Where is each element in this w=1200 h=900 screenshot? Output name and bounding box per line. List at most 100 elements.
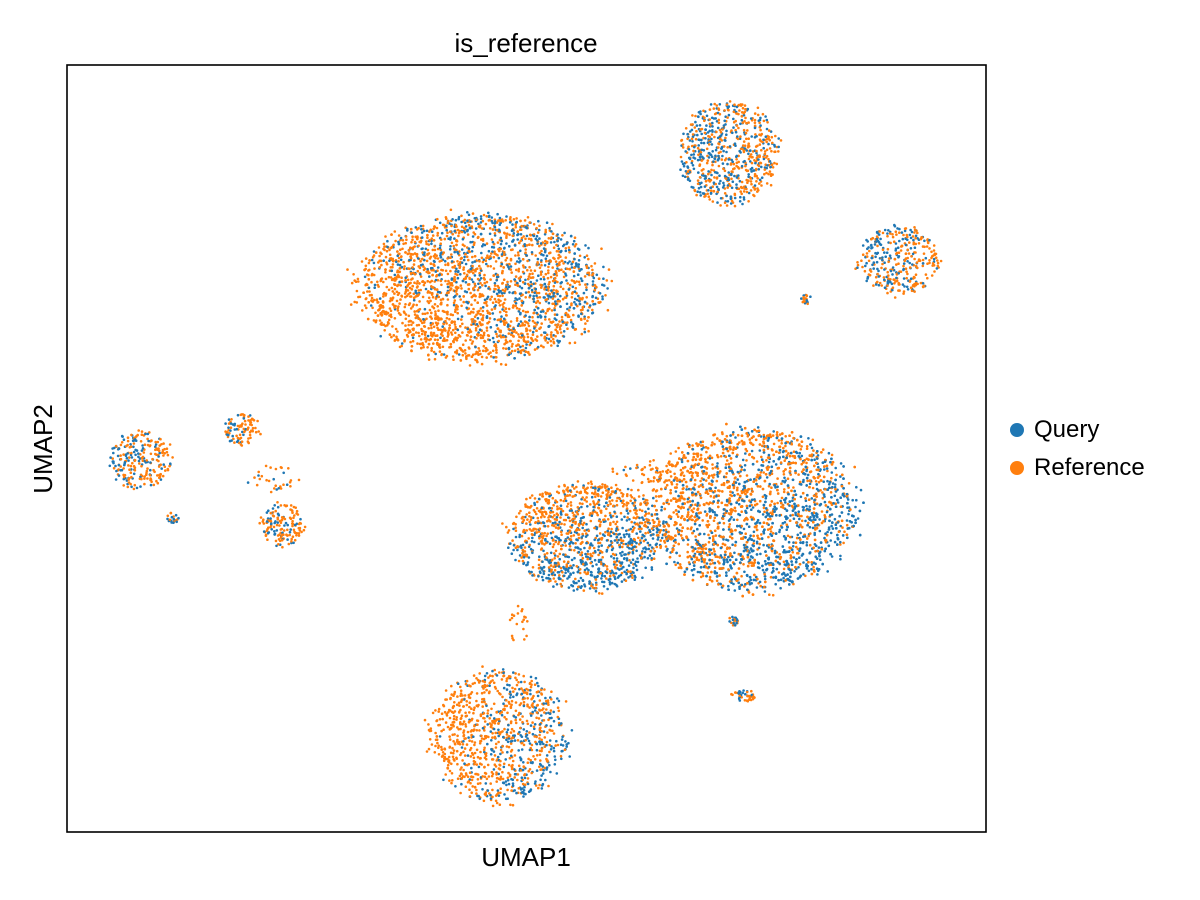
point-reference — [751, 593, 755, 596]
point-reference — [714, 534, 718, 537]
point-query — [879, 243, 883, 247]
point-query — [564, 249, 568, 253]
point-reference — [728, 497, 731, 500]
point-query — [524, 346, 528, 350]
point-reference — [597, 541, 600, 545]
point-reference — [800, 445, 803, 448]
point-reference — [747, 157, 751, 161]
point-reference — [727, 568, 730, 571]
point-reference — [404, 303, 407, 306]
point-query — [540, 774, 543, 777]
point-reference — [762, 119, 766, 123]
point-reference — [789, 554, 792, 557]
point-reference — [472, 756, 476, 760]
point-reference — [377, 246, 381, 249]
point-reference — [272, 525, 276, 529]
point-reference — [713, 529, 717, 533]
point-reference — [753, 112, 757, 115]
point-reference — [137, 429, 140, 432]
point-query — [761, 513, 765, 516]
point-reference — [297, 534, 301, 537]
point-reference — [481, 260, 485, 264]
point-reference — [504, 339, 508, 342]
point-query — [775, 567, 779, 571]
point-reference — [396, 309, 400, 312]
point-reference — [800, 440, 804, 444]
point-query — [694, 120, 697, 124]
point-reference — [782, 473, 786, 476]
point-reference — [769, 172, 773, 176]
point-reference — [400, 255, 403, 258]
point-query — [514, 558, 517, 562]
point-reference — [297, 478, 301, 482]
point-query — [878, 257, 882, 260]
point-reference — [750, 689, 753, 693]
point-reference — [725, 472, 728, 475]
point-query — [757, 468, 760, 472]
point-reference — [543, 711, 546, 714]
point-query — [865, 261, 868, 265]
point-reference — [672, 511, 675, 514]
point-reference — [489, 265, 493, 268]
point-reference — [546, 341, 549, 344]
point-reference — [514, 275, 518, 278]
point-query — [467, 736, 470, 739]
point-reference — [507, 763, 511, 767]
point-query — [500, 292, 504, 295]
point-reference — [243, 419, 247, 423]
point-query — [587, 568, 590, 572]
point-reference — [629, 494, 633, 497]
point-query — [273, 530, 276, 533]
point-reference — [161, 474, 165, 478]
point-query — [544, 696, 547, 700]
point-reference — [532, 755, 535, 758]
point-query — [725, 194, 728, 198]
point-query — [564, 571, 567, 575]
point-reference — [780, 496, 784, 500]
point-query — [484, 284, 487, 288]
point-query — [130, 456, 134, 459]
point-query — [553, 554, 557, 557]
point-query — [650, 513, 654, 516]
point-query — [568, 755, 571, 758]
point-reference — [498, 803, 502, 806]
point-reference — [127, 464, 130, 467]
point-query — [816, 515, 819, 519]
point-reference — [269, 466, 272, 469]
point-query — [471, 235, 475, 238]
point-reference — [547, 265, 550, 269]
point-reference — [472, 708, 476, 712]
point-reference — [487, 775, 491, 778]
point-reference — [438, 350, 442, 353]
point-reference — [782, 567, 786, 571]
point-reference — [468, 795, 472, 798]
point-query — [545, 768, 548, 771]
point-reference — [503, 715, 506, 719]
scatter-points — [108, 100, 943, 808]
point-reference — [719, 455, 723, 458]
point-query — [542, 549, 545, 553]
point-reference — [730, 129, 733, 132]
point-query — [805, 567, 809, 570]
point-reference — [769, 575, 773, 579]
point-reference — [480, 691, 484, 695]
point-reference — [867, 259, 871, 263]
point-reference — [746, 555, 750, 559]
point-query — [540, 787, 544, 790]
point-reference — [419, 275, 423, 278]
point-reference — [529, 518, 533, 521]
point-reference — [606, 533, 610, 536]
point-reference — [755, 460, 759, 463]
point-reference — [473, 254, 477, 258]
point-reference — [618, 488, 622, 492]
point-query — [428, 275, 431, 278]
point-reference — [891, 233, 894, 236]
point-reference — [909, 286, 913, 290]
point-query — [806, 473, 810, 477]
point-query — [923, 239, 926, 243]
point-reference — [687, 511, 690, 514]
point-reference — [691, 114, 694, 117]
point-reference — [453, 701, 456, 704]
point-query — [177, 516, 180, 520]
